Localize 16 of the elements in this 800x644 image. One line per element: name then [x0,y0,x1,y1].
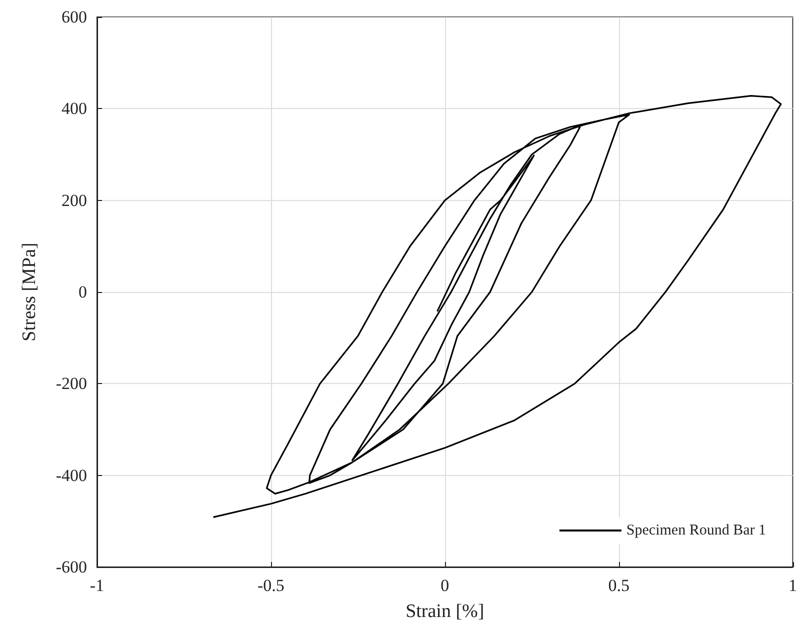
y-axis-title: Stress [MPa] [19,242,40,342]
x-tick-label: -1 [90,576,104,595]
legend-label: Specimen Round Bar 1 [626,522,766,538]
y-tick-label: -200 [56,374,87,394]
y-tick-label: 0 [78,282,87,302]
y-tick-label: -400 [56,466,87,485]
y-tick-label: 600 [62,8,87,26]
x-tick-label: -0.5 [257,576,284,595]
y-tick-label: 200 [62,190,87,210]
y-tick-label: 400 [62,99,87,118]
line-series [213,95,782,518]
x-tick-label: 1 [788,576,797,595]
x-tick-label: 0.5 [608,576,630,595]
x-axis-title: Strain [%] [406,601,484,622]
y-tick-label: -600 [56,558,87,576]
x-tick-label: 0 [440,576,450,595]
